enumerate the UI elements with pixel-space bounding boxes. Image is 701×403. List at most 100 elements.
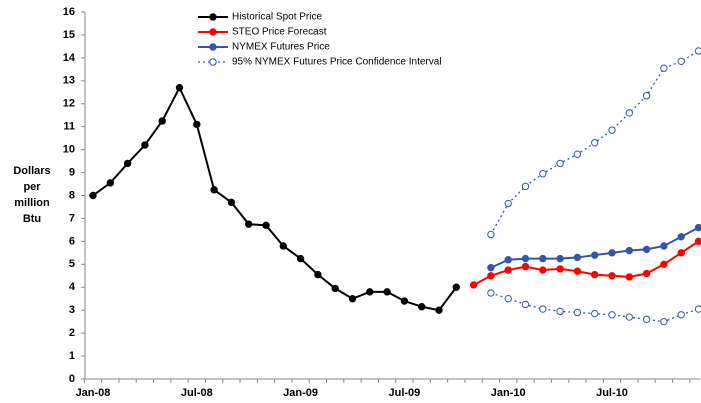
- data-point: [452, 283, 460, 291]
- data-point: [504, 266, 512, 274]
- data-point: [106, 179, 115, 187]
- x-tick-label: Jul-09: [389, 387, 421, 399]
- data-point: [539, 305, 547, 313]
- data-point: [521, 254, 530, 263]
- data-point: [677, 57, 685, 66]
- x-tick-label: Jul-08: [181, 387, 213, 399]
- data-point: [556, 159, 564, 168]
- y-tick-label: 7: [69, 212, 75, 224]
- data-point: [469, 281, 478, 289]
- data-point: [89, 191, 97, 200]
- y-tick-label: 16: [63, 6, 75, 18]
- series-line: [490, 292, 699, 323]
- data-point: [193, 120, 201, 129]
- data-point: [660, 260, 668, 269]
- data-point: [487, 264, 495, 272]
- data-point: [521, 182, 530, 191]
- legend-label: 95% NYMEX Futures Price Confidence Inter…: [232, 57, 442, 68]
- data-point: [487, 289, 495, 297]
- data-point: [608, 272, 616, 280]
- data-point: [591, 309, 599, 318]
- y-tick-label: 11: [63, 121, 75, 133]
- data-point: [694, 237, 701, 246]
- data-point: [366, 288, 374, 296]
- legend-label: NYMEX Futures Price: [232, 42, 330, 53]
- data-point: [348, 295, 357, 303]
- data-point: [694, 305, 701, 313]
- data-point: [504, 199, 512, 208]
- series-line: [92, 85, 458, 312]
- data-point: [141, 141, 149, 149]
- data-point: [642, 245, 651, 254]
- data-point: [539, 254, 547, 263]
- data-point: [660, 317, 668, 326]
- y-tick-label: 5: [69, 258, 75, 270]
- y-tick-label: 1: [69, 350, 75, 362]
- data-point: [435, 306, 443, 314]
- y-tick-label: 15: [63, 29, 75, 41]
- data-point: [556, 307, 564, 316]
- x-tick-label: Jan-10: [491, 387, 526, 399]
- data-point: [123, 159, 132, 168]
- y-tick-label: 13: [63, 75, 75, 87]
- y-tick-label: 10: [63, 144, 75, 156]
- data-point: [573, 253, 582, 262]
- legend-marker: [209, 43, 217, 51]
- data-point: [383, 288, 391, 296]
- legend-marker: [209, 58, 217, 66]
- data-point: [418, 303, 426, 311]
- y-axis-label: per: [23, 181, 41, 193]
- y-axis-label: million: [14, 197, 50, 209]
- data-point: [539, 170, 547, 178]
- data-point: [608, 126, 616, 134]
- data-point: [591, 251, 599, 259]
- data-point: [245, 220, 253, 228]
- legend-label: Historical Spot Price: [232, 12, 322, 23]
- y-tick-label: 0: [69, 373, 75, 385]
- data-point: [677, 249, 685, 257]
- data-point: [591, 139, 599, 147]
- data-point: [262, 221, 270, 230]
- x-tick-label: Jan-08: [76, 387, 111, 399]
- y-tick-label: 12: [63, 98, 75, 110]
- data-point: [625, 313, 633, 321]
- data-point: [521, 262, 530, 271]
- data-point: [608, 249, 616, 257]
- data-point: [625, 273, 633, 281]
- x-tick-label: Jan-09: [283, 387, 318, 399]
- data-point: [556, 254, 564, 263]
- data-point: [694, 47, 701, 55]
- data-point: [694, 223, 701, 232]
- data-point: [642, 315, 651, 324]
- legend-marker: [209, 28, 217, 36]
- y-tick-label: 3: [69, 304, 75, 316]
- data-point: [487, 272, 495, 280]
- data-point: [504, 295, 512, 303]
- x-tick-label: Jul-10: [596, 387, 628, 399]
- legend-label: STEO Price Forecast: [232, 27, 327, 38]
- y-axis-label: Dollars: [13, 165, 50, 177]
- data-point: [573, 150, 582, 158]
- data-point: [591, 270, 599, 279]
- y-tick-label: 9: [69, 166, 75, 178]
- y-axis-label: Btu: [23, 213, 41, 225]
- data-point: [642, 92, 651, 100]
- data-point: [504, 256, 512, 264]
- data-point: [400, 297, 409, 305]
- data-point: [660, 242, 668, 250]
- data-point: [487, 230, 495, 239]
- data-point: [660, 64, 668, 72]
- data-point: [314, 270, 322, 279]
- data-point: [625, 246, 633, 255]
- y-tick-label: 4: [69, 281, 76, 293]
- y-tick-label: 14: [63, 52, 76, 64]
- data-point: [677, 311, 685, 319]
- data-point: [331, 284, 339, 293]
- data-point: [608, 311, 616, 319]
- data-point: [642, 269, 651, 278]
- legend-marker: [209, 13, 217, 21]
- data-point: [539, 266, 547, 274]
- data-point: [573, 308, 582, 317]
- y-tick-label: 2: [69, 327, 75, 339]
